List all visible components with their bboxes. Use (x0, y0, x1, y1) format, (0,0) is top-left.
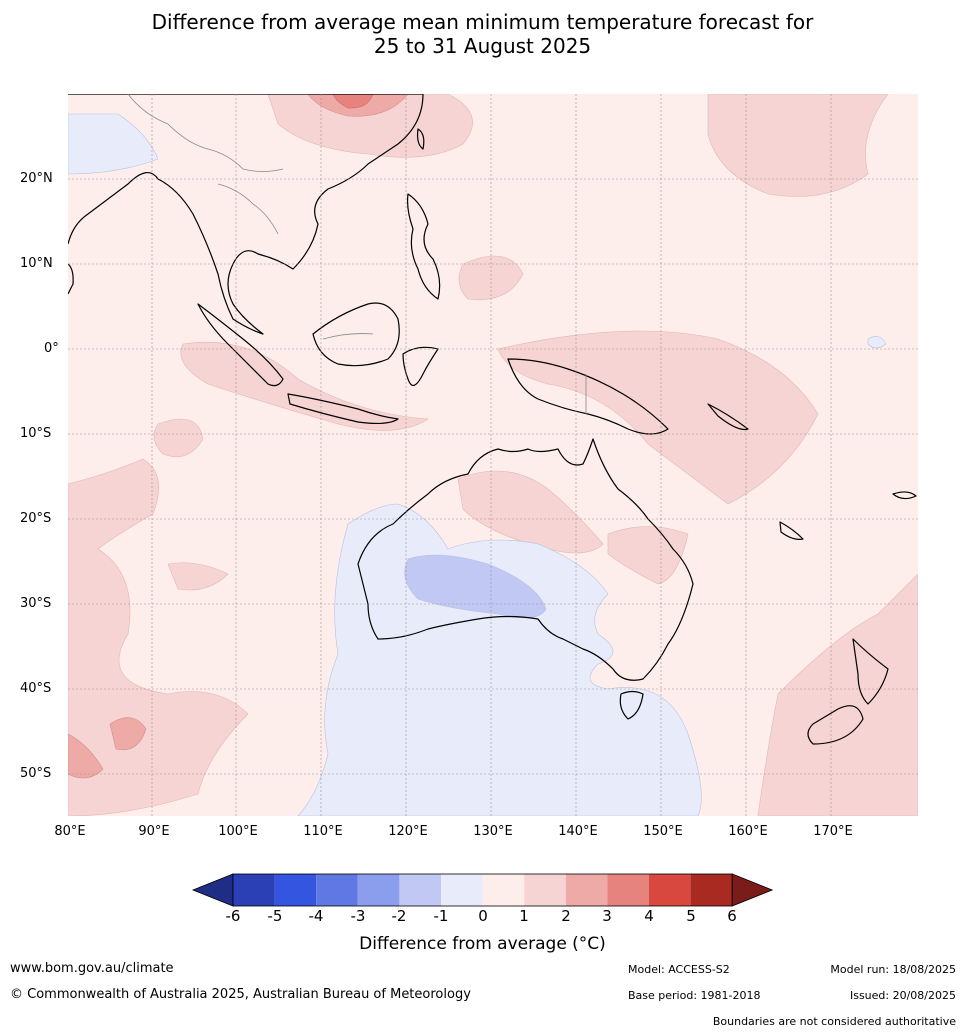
colorbar-segment (482, 874, 525, 906)
footer-base-period: Base period: 1981-2018 (628, 989, 761, 1002)
philippines-coast (406, 193, 441, 300)
colorbar-tick: 1 (519, 907, 529, 925)
lon-label-110e: 110°E (303, 824, 343, 839)
lon-label-100e: 100°E (218, 824, 258, 839)
colorbar-segment (649, 874, 691, 906)
colorbar-tick: 2 (561, 907, 571, 925)
colorbar-tick: 0 (478, 907, 488, 925)
forecast-map (68, 94, 918, 816)
new-guinea-coast (507, 358, 669, 435)
colorbar-tick: 3 (602, 907, 612, 925)
colorbar-segment (441, 874, 483, 906)
new-zealand-south (807, 705, 864, 745)
asia-mainland (68, 94, 424, 335)
colorbar-tick: 5 (686, 907, 696, 925)
footer-model: Model: ACCESS-S2 (628, 963, 730, 976)
title-line-1: Difference from average mean minimum tem… (151, 10, 814, 34)
lon-label-140e: 140°E (558, 824, 598, 839)
lat-label-10n: 10°N (20, 256, 53, 271)
colorbar-tick: -1 (433, 907, 449, 925)
colorbar-extend-low (191, 873, 234, 907)
colorbar-tick: -4 (308, 907, 324, 925)
footer-disclaimer: Boundaries are not considered authoritat… (712, 1015, 956, 1028)
colorbar-tick: -6 (225, 907, 241, 925)
colorbar-segment (399, 874, 441, 906)
colorbar-tick: 6 (727, 907, 737, 925)
colorbar-label: Difference from average (°C) (359, 934, 606, 954)
taiwan-coast (416, 128, 425, 150)
new-zealand-north (852, 638, 889, 705)
colorbar-segment (690, 874, 733, 906)
title-line-2: 25 to 31 August 2025 (373, 34, 592, 58)
graticule (68, 94, 918, 816)
australia-coast (357, 438, 694, 681)
lat-label-20s: 20°S (20, 511, 52, 526)
lon-label-120e: 120°E (388, 824, 428, 839)
lon-label-130e: 130°E (473, 824, 513, 839)
footer-issued: Issued: 20/08/2025 (849, 989, 956, 1002)
lat-label-40s: 40°S (20, 681, 52, 696)
lat-label-10s: 10°S (20, 426, 52, 441)
colorbar-segment (316, 874, 358, 906)
sulawesi-coast (402, 346, 439, 386)
colorbar-segment (565, 874, 608, 906)
sri-lanka-coast (68, 263, 74, 295)
borneo-coast (312, 302, 400, 367)
colorbar (191, 873, 774, 907)
footer-website[interactable]: www.bom.gov.au/climate (10, 961, 174, 976)
colorbar-tick: -5 (267, 907, 283, 925)
anomaly-1-2-regions (68, 94, 918, 816)
lat-label-20n: 20°N (20, 171, 53, 186)
fiji-coast (892, 491, 917, 500)
lat-label-0: 0° (44, 341, 59, 356)
colorbar-segment (357, 874, 400, 906)
solomon-islands-coast (707, 403, 749, 431)
sumatra-coast (197, 303, 284, 387)
lon-label-80e: 80°E (54, 824, 86, 839)
colorbar-tick: 4 (644, 907, 654, 925)
colorbar-segment (233, 874, 275, 906)
colorbar-segment (607, 874, 649, 906)
colorbar-tick: -3 (350, 907, 366, 925)
lat-label-50s: 50°S (20, 766, 52, 781)
lon-label-90e: 90°E (138, 824, 170, 839)
country-borders (127, 94, 587, 414)
tasmania-coast (619, 690, 644, 720)
colorbar-segment (524, 874, 566, 906)
anomaly-3-4-regions (332, 94, 374, 109)
anomaly-negative-regions (68, 113, 887, 816)
colorbar-extend-high (731, 873, 774, 907)
lon-label-170e: 170°E (813, 824, 853, 839)
map-title: Difference from average mean minimum tem… (0, 10, 965, 58)
lat-label-30s: 30°S (20, 596, 52, 611)
lon-label-150e: 150°E (643, 824, 683, 839)
new-caledonia-coast (779, 521, 804, 540)
java-coast (287, 393, 399, 425)
colorbar-segment (274, 874, 317, 906)
colorbar-tick: -2 (391, 907, 407, 925)
coastlines (68, 94, 917, 745)
footer-model-run: Model run: 18/08/2025 (830, 963, 956, 976)
footer-copyright: © Commonwealth of Australia 2025, Austra… (10, 987, 471, 1002)
lon-label-160e: 160°E (728, 824, 768, 839)
